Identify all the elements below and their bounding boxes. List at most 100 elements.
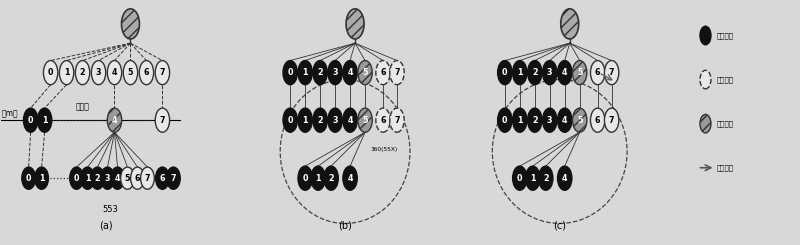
Ellipse shape [561,9,578,39]
Text: 553: 553 [102,205,118,214]
Text: 3: 3 [96,68,102,77]
Text: 7: 7 [160,68,165,77]
Ellipse shape [91,61,106,85]
Text: 4: 4 [114,174,120,183]
Ellipse shape [328,61,342,85]
Text: 3: 3 [332,68,338,77]
Ellipse shape [298,61,312,85]
Ellipse shape [283,61,298,85]
Ellipse shape [139,61,154,85]
Ellipse shape [542,108,557,132]
Ellipse shape [155,167,170,189]
Text: 第m层: 第m层 [2,109,18,118]
Ellipse shape [343,61,358,85]
Text: 0: 0 [26,174,31,183]
Text: 3: 3 [105,174,110,183]
Ellipse shape [390,108,404,132]
Text: 4: 4 [347,68,353,77]
Ellipse shape [155,61,170,85]
Ellipse shape [358,61,372,85]
Ellipse shape [700,70,711,89]
Ellipse shape [558,166,572,190]
Ellipse shape [573,108,587,132]
Text: 1: 1 [64,68,70,77]
Text: 7: 7 [145,174,150,183]
Text: 5: 5 [362,116,368,125]
Text: 4: 4 [347,174,353,183]
Ellipse shape [155,108,170,132]
Text: 0: 0 [502,68,507,77]
Ellipse shape [311,166,326,190]
Ellipse shape [22,167,35,189]
Text: 0: 0 [302,174,308,183]
Ellipse shape [70,167,83,189]
Ellipse shape [107,108,122,132]
Ellipse shape [527,61,542,85]
Ellipse shape [141,167,154,189]
Text: (a): (a) [98,220,112,230]
Ellipse shape [527,108,542,132]
Ellipse shape [43,61,58,85]
Ellipse shape [122,9,139,39]
Ellipse shape [700,26,711,45]
Text: 7: 7 [170,174,176,183]
Ellipse shape [590,61,605,85]
Text: 遍历顺序: 遍历顺序 [717,164,734,171]
Ellipse shape [590,108,605,132]
Text: 5: 5 [577,116,582,125]
Text: 6: 6 [595,68,601,77]
Text: 1: 1 [85,174,90,183]
Ellipse shape [90,167,104,189]
Ellipse shape [526,166,540,190]
Text: 2: 2 [532,116,538,125]
Text: 未知结点: 未知结点 [717,76,734,83]
Text: 0: 0 [517,174,522,183]
Text: 1: 1 [517,68,522,77]
Text: 5: 5 [577,68,582,77]
Ellipse shape [23,108,38,132]
Text: 1: 1 [530,174,535,183]
Ellipse shape [166,167,180,189]
Text: 6: 6 [160,174,165,183]
Text: 4: 4 [562,68,567,77]
Ellipse shape [283,108,298,132]
Text: (b): (b) [338,220,352,230]
Text: 1: 1 [517,116,522,125]
Ellipse shape [324,166,338,190]
Ellipse shape [376,61,390,85]
Text: 2: 2 [318,68,323,77]
Ellipse shape [328,108,342,132]
Ellipse shape [558,108,572,132]
Text: 6: 6 [134,174,140,183]
Text: 7: 7 [160,116,165,125]
Ellipse shape [107,61,122,85]
Text: 2: 2 [543,174,549,183]
Text: 4: 4 [562,116,567,125]
Ellipse shape [513,61,527,85]
Ellipse shape [81,167,94,189]
Ellipse shape [110,167,124,189]
Text: 7: 7 [609,68,614,77]
Ellipse shape [513,108,527,132]
Text: 2: 2 [94,174,100,183]
Text: 5: 5 [125,174,130,183]
Text: 6: 6 [595,116,601,125]
Text: 4: 4 [347,116,353,125]
Text: 6: 6 [380,68,386,77]
Ellipse shape [298,166,312,190]
Ellipse shape [313,61,327,85]
Text: (c): (c) [554,220,566,230]
Ellipse shape [605,108,619,132]
Text: 已知结点: 已知结点 [717,32,734,39]
Ellipse shape [343,166,358,190]
Text: 1: 1 [302,68,308,77]
Ellipse shape [34,167,49,189]
Ellipse shape [513,166,527,190]
Text: 5: 5 [362,68,368,77]
Text: 2: 2 [80,68,86,77]
Ellipse shape [498,61,512,85]
Text: 1: 1 [39,174,44,183]
Text: 4: 4 [112,68,118,77]
Text: 5: 5 [128,68,134,77]
Ellipse shape [123,61,138,85]
